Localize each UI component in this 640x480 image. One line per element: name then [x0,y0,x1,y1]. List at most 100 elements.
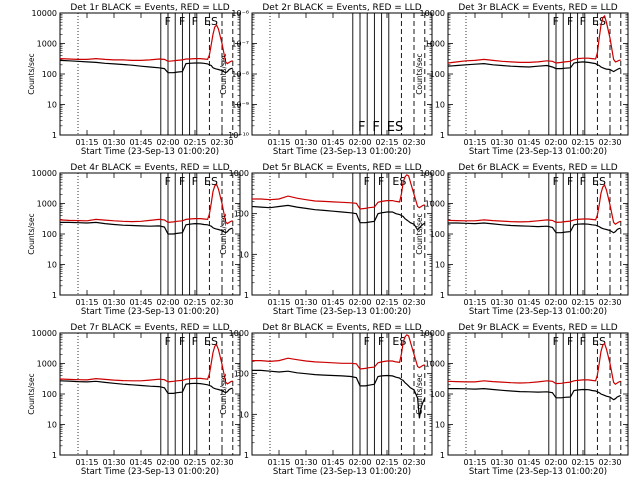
x-tick-label: 01:30 [490,138,513,147]
flag-label: F [553,175,559,188]
x-tick-label: 01:15 [75,458,98,467]
y-axis-label: Counts/sec [27,213,36,254]
x-tick-label: 01:15 [463,138,486,147]
y-tick-label: 10 [239,250,249,259]
y-tick-label: 10 [435,421,445,430]
x-tick-label: 01:15 [75,138,98,147]
x-tick-label: 01:15 [267,298,290,307]
flag-label: F [358,120,365,135]
x-tick-label: 02:15 [183,138,206,147]
y-tick-label: 10 [47,421,57,430]
flag-label: F [372,120,379,135]
plot-frame [59,12,241,136]
x-axis-label: Start Time (23-Sep-13 01:00:20) [273,147,411,157]
lld-series-line [59,24,233,65]
y-axis-label: Counts/sec [27,53,36,94]
events-series-line [252,369,426,419]
flag-label: F [192,335,198,348]
chart-title: Det 6r BLACK = Events, RED = LLD [458,163,617,173]
x-tick-label: 02:30 [598,138,621,147]
y-tick-label: 1000 [229,329,249,338]
y-tick-label: 10000 [32,329,57,338]
x-axis-label: Start Time (23-Sep-13 01:00:20) [273,467,411,477]
x-tick-label: 02:00 [348,138,371,147]
x-tick-label: 01:45 [321,138,344,147]
flag-label: F [179,15,185,28]
flag-label: ES [204,15,218,28]
plot-frame [447,12,629,136]
y-tick-label: 1000 [37,40,57,49]
x-tick-label: 01:45 [321,298,344,307]
flag-label: F [580,335,586,348]
x-tick-label: 01:30 [294,298,317,307]
flag-label: ES [204,335,218,348]
x-tick-label: 01:45 [129,138,152,147]
flag-label: ES [592,335,606,348]
flag-label: F [165,175,171,188]
x-tick-label: 01:15 [463,458,486,467]
chart-panel: Det 2r BLACK = Events, RED = LLD F F ES 10⁻¹… [219,3,433,157]
y-axis-label: Counts/sec [27,373,36,414]
y-tick-label: 1000 [425,360,445,369]
y-tick-label: 100 [234,370,249,379]
x-tick-label: 02:00 [156,458,179,467]
flag-label: ES [392,335,406,348]
x-tick-label: 02:30 [402,298,425,307]
y-tick-label: 10000 [32,9,57,18]
x-tick-label: 01:15 [267,458,290,467]
flag-label: ES [204,175,218,188]
x-tick-label: 01:45 [321,458,344,467]
flag-label: F [165,15,171,28]
plot-frame [251,172,433,296]
x-tick-label: 02:15 [571,298,594,307]
x-tick-label: 01:30 [294,458,317,467]
x-tick-label: 02:15 [375,458,398,467]
y-tick-label: 10 [47,261,57,270]
y-axis-label: Counts/sec [415,53,424,94]
y-tick-label: 1 [440,131,445,140]
x-tick-label: 02:15 [183,298,206,307]
flag-label: F [179,175,185,188]
y-tick-label: 10⁻⁸ [231,70,249,79]
y-axis-label: Counts/sec [219,53,228,94]
x-tick-label: 01:15 [463,298,486,307]
chart-title: Det 2r BLACK = Events, RED = LLD [262,3,421,13]
x-tick-label: 01:30 [490,298,513,307]
y-tick-label: 1000 [425,200,445,209]
y-tick-label: 1 [440,451,445,460]
x-tick-label: 02:15 [375,138,398,147]
lld-series-line [447,342,621,385]
chart-title: Det 5r BLACK = Events, RED = LLD [262,163,421,173]
x-tick-label: 02:30 [598,458,621,467]
y-tick-label: 10⁻⁹ [231,101,249,110]
flag-label: F [378,335,384,348]
y-tick-label: 1 [244,451,249,460]
y-tick-label: 1000 [37,200,57,209]
y-tick-label: 100 [234,210,249,219]
x-tick-label: 02:15 [571,138,594,147]
flag-label: F [580,15,586,28]
flag-label: ES [387,120,403,135]
y-axis-label: Counts/sec [219,213,228,254]
x-axis-label: Start Time (23-Sep-13 01:00:20) [81,307,219,317]
y-tick-label: 10⁻¹⁰ [228,131,249,140]
events-series-line [59,59,233,74]
y-tick-label: 1000 [229,169,249,178]
y-tick-label: 100 [430,70,445,79]
plot-frame [251,332,433,456]
x-axis-label: Start Time (23-Sep-13 01:00:20) [469,307,607,317]
flag-label: ES [392,175,406,188]
x-tick-label: 01:45 [517,458,540,467]
chart-title: Det 1r BLACK = Events, RED = LLD [70,3,229,13]
y-tick-label: 10⁻⁶ [231,9,249,18]
y-tick-label: 10000 [420,9,445,18]
y-tick-label: 1 [52,131,57,140]
chart-panel: Det 5r BLACK = Events, RED = LLD F F ES 1 10 1… [219,163,433,317]
y-tick-label: 100 [42,390,57,399]
y-axis-label: Counts/sec [415,373,424,414]
flag-label: F [553,335,559,348]
lld-series-line [59,343,233,385]
